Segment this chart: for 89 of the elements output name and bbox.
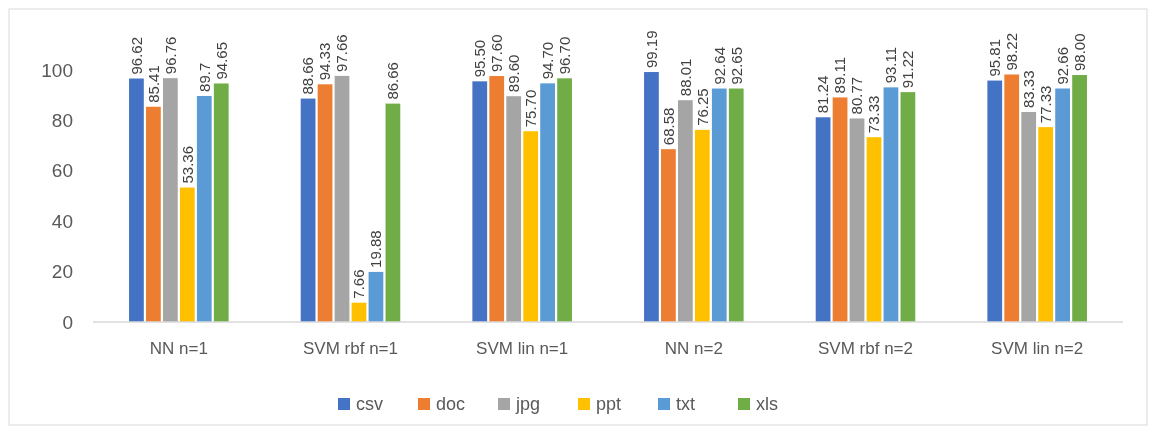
bar [368, 271, 384, 322]
data-label: 95.81 [986, 39, 1004, 77]
x-tick-label: SVM rbf n=2 [818, 339, 913, 358]
bar [196, 95, 212, 322]
x-tick-label: NN n=1 [149, 339, 208, 358]
data-label: 99.19 [642, 30, 660, 69]
bar [728, 88, 744, 322]
bar [1072, 75, 1087, 322]
bar [677, 100, 693, 322]
data-label: 94.33 [316, 42, 334, 81]
data-label: 88.66 [299, 57, 317, 95]
y-tick-label: 80 [51, 110, 73, 132]
legend-label: xls [756, 394, 778, 415]
x-tick-label: SVM lin n=1 [476, 339, 569, 358]
bar [661, 149, 676, 322]
y-tick-label: 60 [51, 160, 73, 182]
bar [849, 118, 865, 322]
data-label: 97.66 [333, 34, 351, 72]
bar [506, 96, 522, 322]
x-tick-label: SVM rbf n=1 [303, 339, 398, 358]
bar [129, 78, 144, 322]
data-label: 94.65 [212, 41, 230, 80]
bar [179, 187, 195, 322]
bar [883, 87, 899, 322]
data-label: 92.65 [727, 46, 745, 85]
bar [385, 103, 401, 322]
bar [694, 129, 710, 322]
y-tick-label: 20 [51, 261, 73, 283]
legend-label: doc [436, 394, 466, 415]
bar [1038, 127, 1054, 322]
data-label: 98.22 [1003, 32, 1021, 71]
data-label: 92.64 [710, 47, 728, 85]
x-tick-label: SVM lin n=2 [991, 339, 1084, 358]
data-label: 89.11 [831, 57, 849, 94]
data-label: 88.01 [676, 58, 694, 97]
bar [866, 137, 882, 322]
y-tick-label: 0 [62, 311, 73, 333]
bar [540, 83, 555, 322]
data-label: 98.00 [1070, 33, 1088, 72]
bar [644, 72, 659, 322]
data-label: 91.22 [899, 50, 917, 89]
legend-label: txt [676, 394, 696, 415]
data-label: 68.58 [659, 107, 677, 146]
bar [900, 92, 916, 322]
data-label: 83.33 [1020, 70, 1038, 109]
data-label: 76.25 [693, 88, 711, 126]
bar [815, 117, 831, 322]
bar [146, 106, 161, 322]
data-label: 86.66 [384, 62, 402, 100]
bar [832, 97, 848, 322]
data-label: 93.11 [882, 46, 900, 84]
bar [213, 83, 229, 322]
bar [523, 131, 539, 322]
data-label: 95.50 [471, 39, 489, 78]
data-label: 53.36 [178, 145, 196, 184]
data-label: 92.66 [1054, 46, 1072, 85]
bar [162, 78, 178, 322]
data-label: 89.60 [505, 54, 523, 93]
bar [472, 81, 488, 322]
data-label: 85.41 [144, 65, 162, 103]
data-label: 75.70 [522, 89, 540, 128]
bar [489, 76, 505, 322]
bar [1021, 112, 1037, 322]
y-tick-label: 100 [41, 59, 73, 81]
bar [334, 75, 350, 322]
data-label: 96.76 [161, 36, 179, 75]
data-label: 80.77 [848, 76, 866, 115]
bar [1055, 88, 1070, 322]
data-label: 73.33 [865, 95, 883, 134]
legend-label: ppt [596, 394, 622, 415]
data-label: 77.33 [1037, 85, 1055, 124]
y-tick-label: 40 [51, 210, 73, 232]
legend-label: jpg [515, 394, 541, 415]
bar [987, 80, 1003, 322]
data-label: 96.70 [555, 36, 573, 75]
bar [557, 78, 572, 322]
bar [1004, 74, 1020, 322]
data-label: 94.70 [539, 41, 557, 80]
bar [317, 84, 333, 322]
x-tick-label: NN n=2 [664, 339, 723, 358]
data-label: 96.62 [127, 36, 145, 75]
bar [300, 98, 316, 322]
data-label: 97.60 [488, 34, 506, 73]
bar [711, 88, 727, 322]
data-label: 89.7 [195, 62, 213, 92]
data-label: 7.66 [350, 269, 368, 299]
data-label: 19.88 [367, 230, 385, 268]
data-label: 81.24 [814, 75, 832, 114]
legend-label: csv [356, 394, 383, 415]
